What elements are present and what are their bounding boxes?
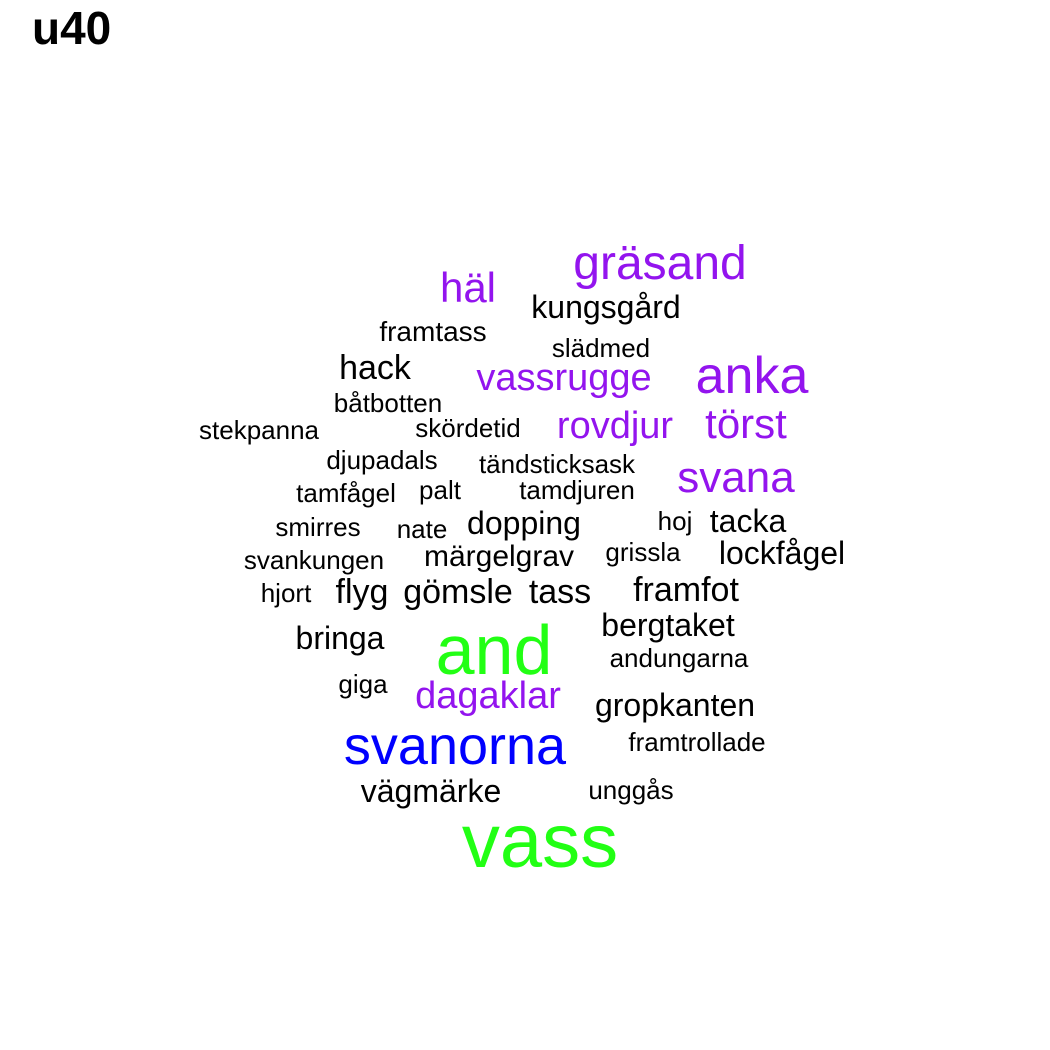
word-24: nate: [396, 514, 448, 544]
word-11: kungsgård: [531, 289, 681, 325]
chart-title: u40: [32, 2, 112, 54]
word-15: båtbotten: [333, 388, 443, 418]
word-31: lockfågel: [718, 535, 846, 571]
word-9: rovdjur: [556, 405, 674, 447]
word-37: bringa: [295, 620, 385, 656]
word-38: bergtaket: [601, 607, 735, 643]
word-27: tacka: [709, 503, 787, 539]
word-26: hoj: [657, 506, 693, 536]
word-29: märgelgrav: [423, 540, 575, 573]
word-17: skördetid: [415, 413, 521, 443]
word-10: dagaklar: [415, 675, 561, 717]
word-34: gömsle: [403, 573, 513, 611]
word-7: törst: [705, 400, 787, 447]
word-36: framfot: [633, 571, 739, 609]
word-8: vassrugge: [476, 357, 652, 399]
word-3: gräsand: [573, 237, 747, 290]
word-21: palt: [419, 475, 461, 505]
word-22: tamdjuren: [519, 475, 635, 505]
word-6: häl: [439, 264, 497, 311]
word-23: smirres: [275, 512, 361, 542]
word-19: tändsticksask: [478, 449, 636, 479]
word-2: svanorna: [343, 716, 567, 776]
word-18: djupadals: [326, 445, 438, 475]
word-5: svana: [677, 453, 795, 502]
word-12: framtass: [379, 316, 487, 347]
word-32: hjort: [260, 578, 312, 608]
word-4: anka: [695, 347, 809, 405]
word-28: svankungen: [243, 545, 385, 575]
word-43: vägmärke: [360, 773, 502, 809]
word-25: dopping: [467, 505, 581, 541]
word-35: tass: [528, 573, 592, 611]
word-41: gropkanten: [594, 687, 756, 723]
word-39: andungarna: [609, 643, 749, 673]
word-1: and: [435, 611, 553, 689]
word-33: flyg: [335, 573, 389, 611]
word-16: stekpanna: [199, 415, 319, 445]
word-30: grissla: [605, 537, 681, 567]
word-13: slädmed: [551, 333, 651, 363]
word-40: giga: [338, 669, 388, 699]
word-14: hack: [339, 349, 411, 387]
word-20: tamfågel: [296, 478, 396, 508]
word-0: vass: [461, 799, 619, 884]
word-42: framtrollade: [628, 727, 766, 757]
word-44: unggås: [588, 775, 674, 805]
